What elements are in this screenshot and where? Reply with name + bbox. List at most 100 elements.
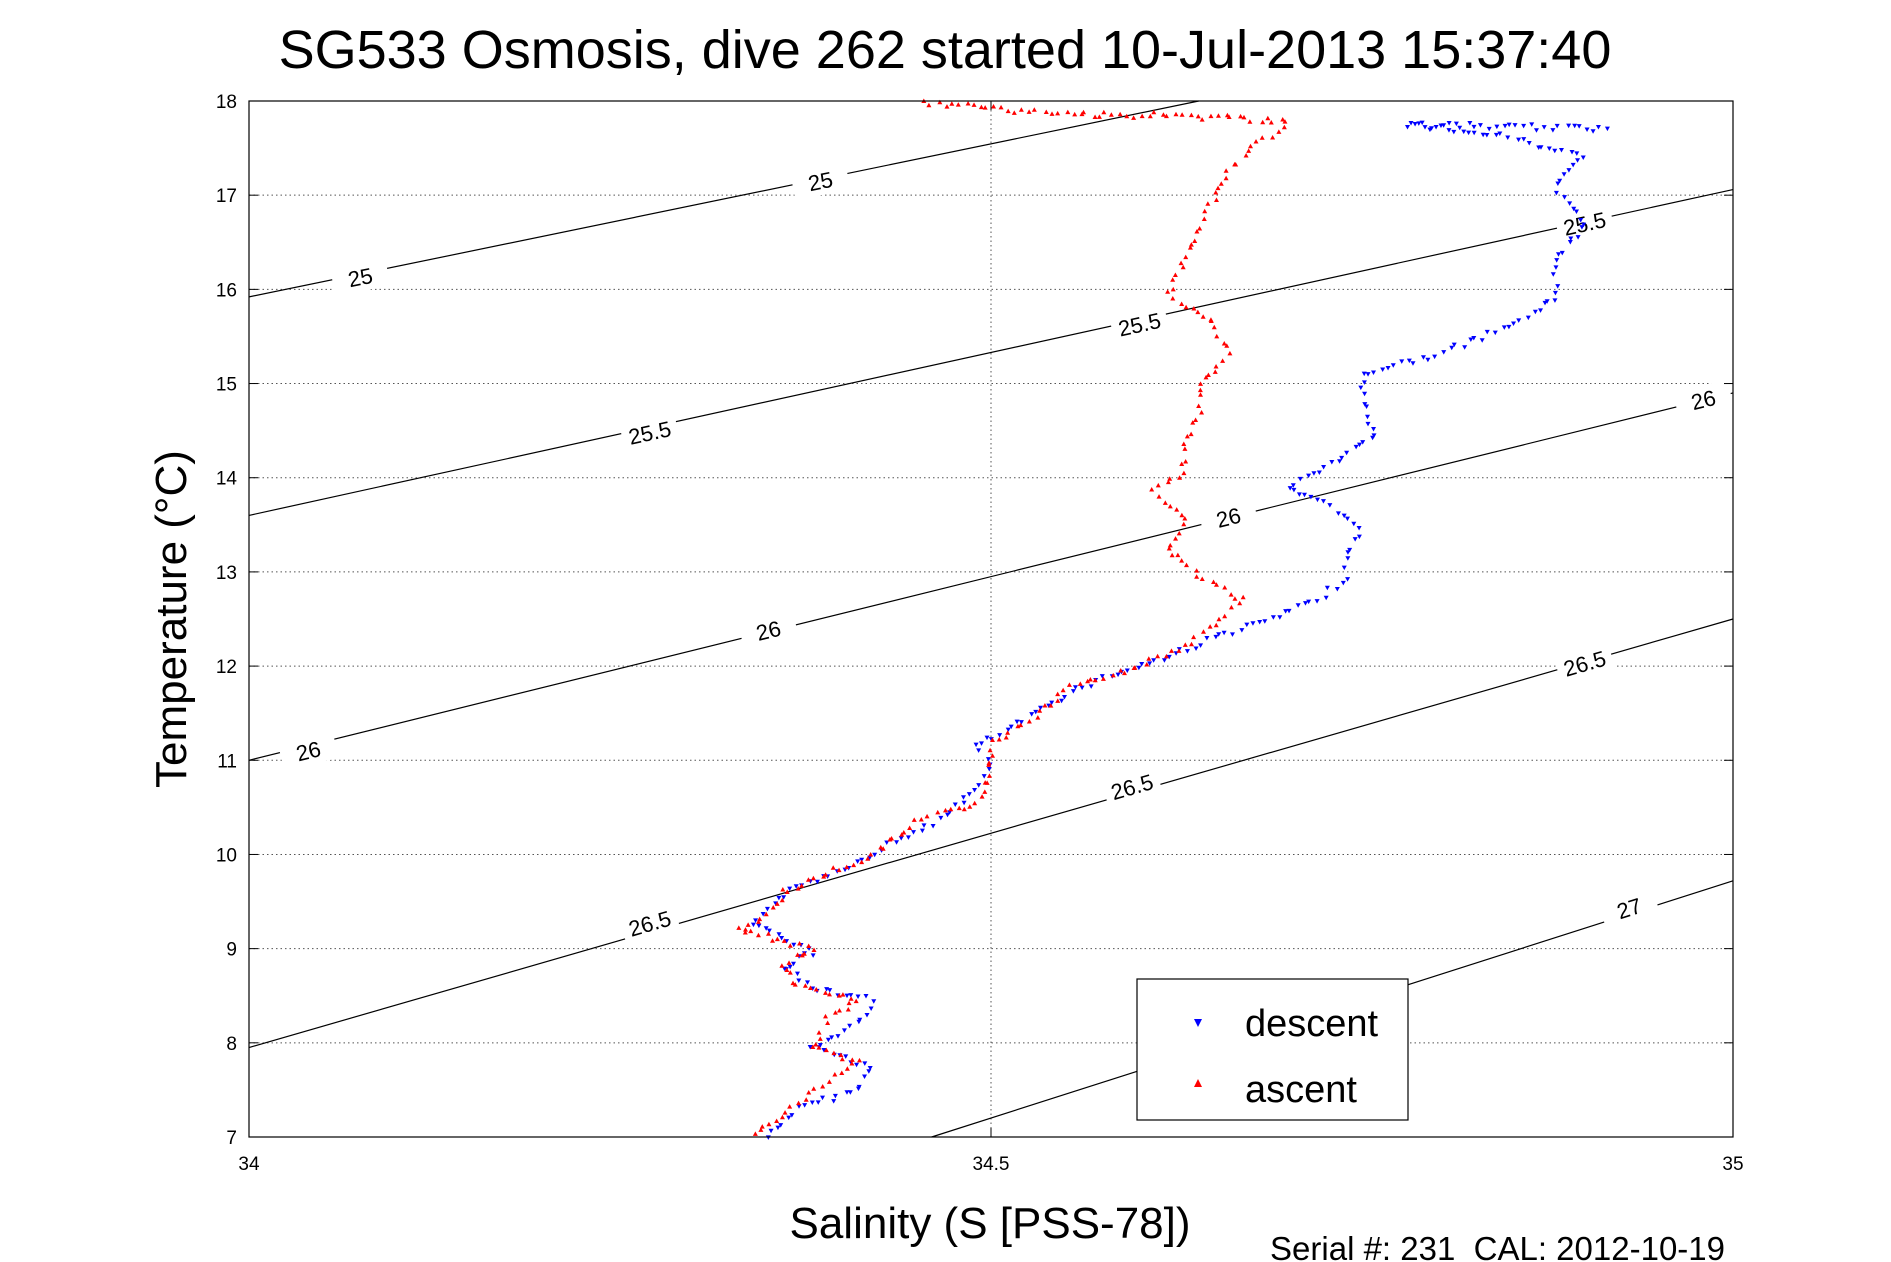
descent-marker bbox=[1323, 595, 1329, 601]
descent-marker bbox=[1314, 497, 1320, 503]
descent-marker bbox=[973, 742, 979, 748]
ascent-marker bbox=[856, 1057, 862, 1063]
descent-marker bbox=[1297, 476, 1303, 482]
descent-marker bbox=[809, 1100, 815, 1106]
descent-marker bbox=[847, 1090, 853, 1095]
descent-marker bbox=[1385, 366, 1391, 371]
ascent-marker bbox=[1155, 653, 1161, 659]
ascent-marker bbox=[752, 1131, 758, 1136]
descent-marker bbox=[1432, 354, 1438, 360]
ascent-marker bbox=[1202, 208, 1208, 214]
ascent-marker bbox=[797, 941, 803, 946]
ascent-marker bbox=[786, 960, 792, 965]
y-tick-label: 7 bbox=[226, 1128, 237, 1149]
ascent-marker bbox=[1132, 665, 1138, 670]
ascent-marker bbox=[736, 925, 742, 930]
ascent-marker bbox=[825, 1020, 831, 1025]
contour-label-background bbox=[618, 901, 681, 945]
descent-marker bbox=[1216, 632, 1222, 637]
descent-marker bbox=[1229, 632, 1235, 637]
descent-marker bbox=[1570, 162, 1576, 168]
descent-marker bbox=[919, 828, 925, 834]
descent-marker bbox=[872, 852, 878, 858]
ascent-marker bbox=[901, 830, 907, 835]
ascent-marker bbox=[844, 1066, 850, 1071]
ascent-marker bbox=[971, 102, 977, 107]
descent-marker bbox=[1502, 123, 1508, 129]
ascent-marker bbox=[1211, 579, 1217, 585]
ascent-marker bbox=[810, 1044, 816, 1049]
ascent-marker bbox=[1270, 134, 1276, 140]
ascent-marker bbox=[948, 806, 954, 812]
ascent-marker bbox=[1190, 420, 1196, 425]
descent-marker bbox=[1151, 658, 1157, 663]
descent-marker bbox=[1581, 222, 1587, 228]
ascent-marker bbox=[918, 816, 924, 822]
descent-marker bbox=[1479, 338, 1485, 343]
ascent-marker bbox=[840, 992, 846, 997]
ascent-marker bbox=[831, 1050, 837, 1056]
ascent-marker bbox=[1223, 175, 1229, 181]
descent-marker bbox=[763, 926, 769, 931]
descent-marker bbox=[1327, 503, 1333, 508]
descent-marker bbox=[1306, 599, 1312, 605]
y-tick-label: 13 bbox=[216, 563, 237, 584]
descent-marker bbox=[884, 840, 890, 845]
descent-marker bbox=[857, 1017, 863, 1023]
ascent-marker bbox=[1195, 113, 1201, 119]
ascent-marker bbox=[1175, 552, 1181, 558]
descent-marker bbox=[1554, 258, 1560, 263]
ascent-marker bbox=[878, 844, 884, 850]
ascent-marker bbox=[1015, 723, 1021, 729]
descent-marker bbox=[1451, 129, 1457, 135]
descent-marker bbox=[787, 886, 793, 892]
ascent-marker bbox=[1276, 129, 1282, 134]
ascent-marker bbox=[1211, 324, 1217, 330]
descent-marker bbox=[1290, 483, 1296, 488]
ascent-marker bbox=[1191, 305, 1197, 311]
ascent-marker bbox=[987, 747, 993, 753]
legend-ascent-label: ascent bbox=[1245, 1069, 1357, 1111]
ascent-marker bbox=[1214, 333, 1220, 339]
contour-label: 26 bbox=[1689, 385, 1719, 415]
y-tick-label: 12 bbox=[216, 657, 237, 678]
ascent-marker bbox=[1238, 113, 1244, 119]
ascent-marker bbox=[1182, 515, 1188, 521]
descent-marker bbox=[1311, 471, 1317, 476]
descent-marker bbox=[1567, 201, 1573, 206]
descent-marker bbox=[1562, 195, 1568, 200]
ascent-marker bbox=[770, 904, 776, 910]
ascent-marker bbox=[935, 809, 941, 815]
ascent-marker bbox=[1156, 494, 1162, 499]
ascent-marker bbox=[1139, 113, 1145, 119]
contour-label: 26 bbox=[294, 736, 324, 766]
descent-marker bbox=[1420, 355, 1426, 360]
ascent-marker bbox=[1181, 521, 1187, 527]
ascent-marker bbox=[766, 1121, 772, 1127]
ascent-marker bbox=[803, 1097, 809, 1102]
ascent-marker bbox=[787, 943, 793, 948]
descent-marker bbox=[1302, 601, 1308, 606]
ascent-marker bbox=[1201, 216, 1207, 221]
descent-marker bbox=[1555, 284, 1561, 289]
ascent-marker bbox=[1280, 116, 1286, 122]
descent-marker bbox=[1316, 470, 1322, 476]
ascent-marker bbox=[1031, 107, 1037, 112]
ascent-marker bbox=[1055, 698, 1061, 703]
descent-marker bbox=[1334, 587, 1340, 592]
descent-marker bbox=[1301, 492, 1307, 498]
ascent-marker bbox=[986, 760, 992, 765]
axis-ticks: 34 34.5 35 7 8 9 10 11 12 13 14 15 16 17 18 bbox=[216, 92, 1744, 1175]
descent-marker bbox=[848, 993, 854, 998]
descent-marker bbox=[1573, 209, 1579, 214]
descent-marker bbox=[1569, 149, 1575, 155]
ascent-marker bbox=[813, 1042, 819, 1047]
ascent-marker bbox=[1200, 629, 1206, 634]
descent-marker bbox=[1360, 440, 1366, 445]
descent-marker bbox=[1213, 634, 1219, 640]
descent-marker bbox=[1351, 521, 1357, 527]
descent-marker bbox=[868, 1006, 874, 1011]
descent-marker bbox=[817, 1043, 823, 1048]
descent-marker bbox=[1221, 630, 1227, 636]
